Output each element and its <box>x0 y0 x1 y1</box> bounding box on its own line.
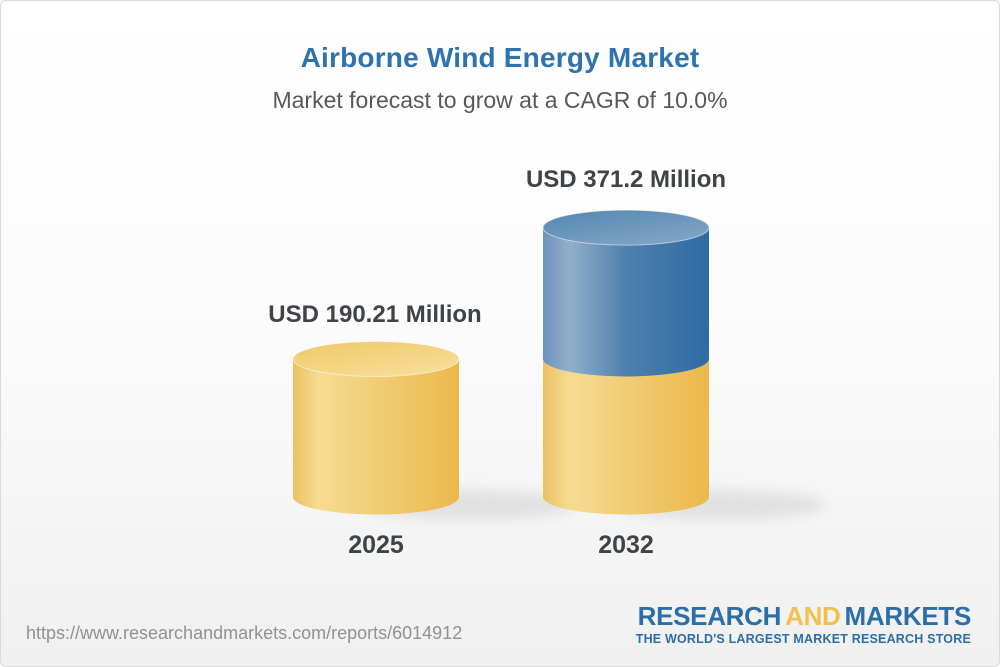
cylinder-top-face <box>542 209 710 246</box>
chart-subtitle: Market forecast to grow at a CAGR of 10.… <box>272 87 728 113</box>
cylinder-segment <box>293 358 459 515</box>
logo-tagline: THE WORLD'S LARGEST MARKET RESEARCH STOR… <box>635 631 971 646</box>
value-label-2032: USD 371.2 Million <box>525 166 727 193</box>
research-and-markets-logo: RESEARCH AND MARKETS THE WORLD'S LARGEST M… <box>635 601 972 646</box>
logo-wordmark: RESEARCH AND MARKETS <box>636 601 972 631</box>
value-label-2025: USD 190.21 Million <box>268 301 482 328</box>
logo-word-markets: MARKETS <box>844 601 972 631</box>
cylinder-top-face <box>292 340 460 377</box>
logo-word-and: AND <box>785 601 841 631</box>
cylinder-segment <box>543 227 709 377</box>
report-url[interactable]: https://www.researchandmarkets.com/repor… <box>26 623 463 643</box>
category-label-2032: 2032 <box>598 531 654 559</box>
cylinder-segment <box>543 358 709 515</box>
category-label-2025: 2025 <box>348 531 404 559</box>
chart-title: Airborne Wind Energy Market <box>300 42 700 73</box>
logo-word-research: RESEARCH <box>637 601 782 631</box>
